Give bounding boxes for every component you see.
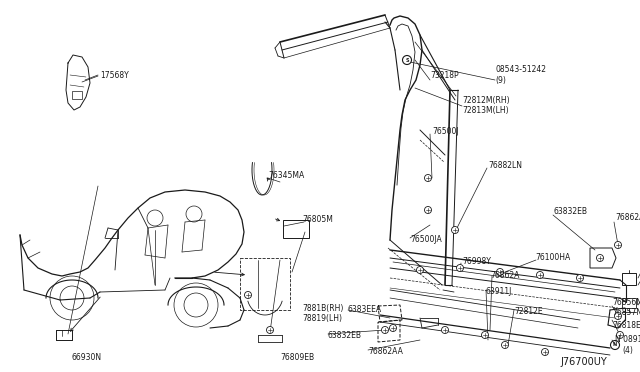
Text: 76856N(RH): 76856N(RH) (612, 298, 640, 308)
Text: 76100HA: 76100HA (535, 253, 570, 263)
Bar (72, 91, 82, 99)
Text: 63832EB: 63832EB (554, 208, 588, 217)
Text: 76862A: 76862A (490, 272, 520, 280)
Circle shape (481, 331, 488, 339)
Text: 7881B(RH): 7881B(RH) (302, 304, 344, 312)
Text: 76998Y: 76998Y (462, 257, 491, 266)
Circle shape (442, 327, 449, 334)
Circle shape (502, 341, 509, 349)
Circle shape (417, 266, 424, 273)
Text: 63832EB: 63832EB (328, 331, 362, 340)
Circle shape (614, 312, 621, 320)
Text: 73218P: 73218P (430, 71, 459, 80)
Text: 6383EEA: 6383EEA (348, 305, 382, 314)
Circle shape (390, 324, 397, 331)
Circle shape (536, 272, 543, 279)
Circle shape (596, 254, 604, 262)
Circle shape (451, 227, 458, 234)
Circle shape (614, 241, 621, 248)
Text: N: N (613, 343, 617, 347)
Text: 72812E: 72812E (514, 308, 543, 317)
Circle shape (403, 55, 412, 64)
Text: 66930N: 66930N (72, 353, 102, 362)
Text: S: S (405, 58, 409, 62)
Circle shape (244, 292, 252, 298)
Circle shape (616, 331, 623, 339)
Bar (622, 298, 636, 308)
Text: 63911J: 63911J (486, 288, 513, 296)
Text: 76805M: 76805M (302, 215, 333, 224)
Circle shape (381, 327, 388, 334)
Text: J76700UY: J76700UY (560, 357, 607, 367)
Text: (9): (9) (495, 76, 506, 84)
Text: N 08918-3062A: N 08918-3062A (615, 336, 640, 344)
Text: 76345MA: 76345MA (268, 171, 304, 180)
Text: 78819(LH): 78819(LH) (302, 314, 342, 323)
Text: 08543-51242: 08543-51242 (495, 65, 546, 74)
Circle shape (497, 269, 504, 276)
Text: 76818E: 76818E (612, 321, 640, 330)
Text: 76862AA: 76862AA (615, 214, 640, 222)
Bar (283, 220, 309, 238)
Text: 76809EB: 76809EB (280, 353, 314, 362)
Bar (240, 258, 290, 310)
Text: 72813M(LH): 72813M(LH) (462, 106, 509, 115)
Text: 76862AA: 76862AA (368, 347, 403, 356)
Text: 72812M(RH): 72812M(RH) (462, 96, 509, 105)
Text: 76500JA: 76500JA (410, 235, 442, 244)
Circle shape (541, 349, 548, 356)
Text: 76500J: 76500J (432, 128, 459, 137)
Circle shape (577, 275, 584, 282)
Bar (622, 273, 636, 285)
Circle shape (456, 264, 463, 272)
Text: 76857N(LH): 76857N(LH) (612, 308, 640, 317)
Text: (4): (4) (622, 346, 633, 355)
Circle shape (424, 174, 431, 182)
Text: 17568Y: 17568Y (100, 71, 129, 80)
Circle shape (424, 206, 431, 214)
Circle shape (266, 327, 273, 334)
Text: 76882LN: 76882LN (488, 160, 522, 170)
